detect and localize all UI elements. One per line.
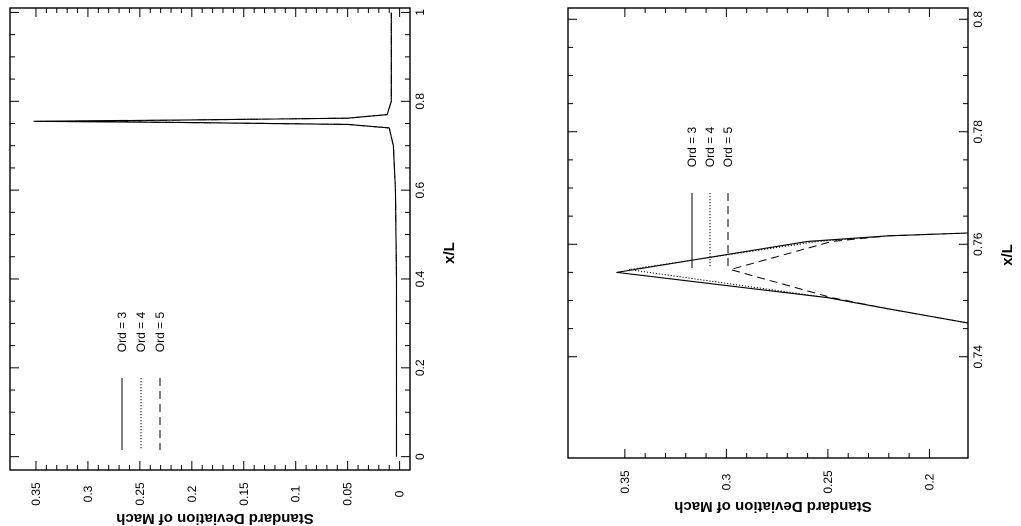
series-line-2 [35, 12, 397, 457]
x-tick-label: 1 [413, 9, 427, 16]
y-tick-label: 0.35 [618, 470, 632, 494]
x-tick-label: 0.78 [971, 120, 985, 144]
plot-frame [9, 7, 411, 471]
legend-label-3: Ord = 5 [153, 312, 167, 353]
y-tick-label: 0.2 [922, 473, 936, 490]
y-tick-label: 0 [393, 490, 407, 497]
x-tick-label: 0.8 [413, 93, 427, 110]
plot-frame [567, 7, 969, 459]
legend-label-1: Ord = 3 [685, 127, 699, 168]
x-tick-label: 0.2 [413, 359, 427, 376]
y-tick-label: 0.35 [29, 482, 43, 506]
y-tick-label: 0.15 [237, 482, 251, 506]
chart-panel-zoomed: 0.74 0.76 0.78 0.8 0.2 0.25 0.3 0.35 x/L Standard… [567, 7, 1016, 515]
x-tick-label: 0.4 [413, 270, 427, 287]
series-line-1 [33, 12, 398, 457]
series-line-3 [87, 12, 397, 457]
legend-label-3: Ord = 5 [721, 127, 735, 168]
y-tick-label: 0.25 [133, 482, 147, 506]
x-tick-label: 0.76 [971, 232, 985, 256]
x-tick-label: 0 [413, 453, 427, 460]
legend-label-1: Ord = 3 [115, 312, 129, 353]
x-tick-label: 0.6 [413, 181, 427, 198]
y-tick-label: 0.05 [341, 482, 355, 506]
series-line-3 [729, 232, 968, 324]
series-line-1 [616, 232, 968, 324]
x-axis-title: x/L [441, 242, 458, 264]
y-axis-title: Standard Deviation of Mach [116, 510, 314, 526]
y-tick-label: 0.25 [821, 470, 835, 494]
legend-label-2: Ord = 4 [703, 127, 717, 168]
y-tick-label: 0.3 [81, 485, 95, 502]
series-group [33, 12, 398, 457]
y-axis-title: Standard Deviation of Mach [674, 498, 872, 515]
x-tick-label: 0.8 [971, 11, 985, 28]
series-group [616, 232, 968, 324]
y-tick-label: 0.3 [719, 473, 733, 490]
x-axis-title: x/L [999, 244, 1016, 266]
y-tick-label: 0.2 [185, 485, 199, 502]
y-tick-label: 0.1 [289, 485, 303, 502]
x-tick-label: 0.74 [971, 345, 985, 369]
chart-panel-overview: 0 0.2 0.4 0.6 0.8 1 0 0.05 0.1 0.15 0.2 0.25 0.3 0.35… [9, 7, 458, 526]
legend-label-2: Ord = 4 [134, 312, 148, 353]
series-line-2 [628, 232, 968, 324]
